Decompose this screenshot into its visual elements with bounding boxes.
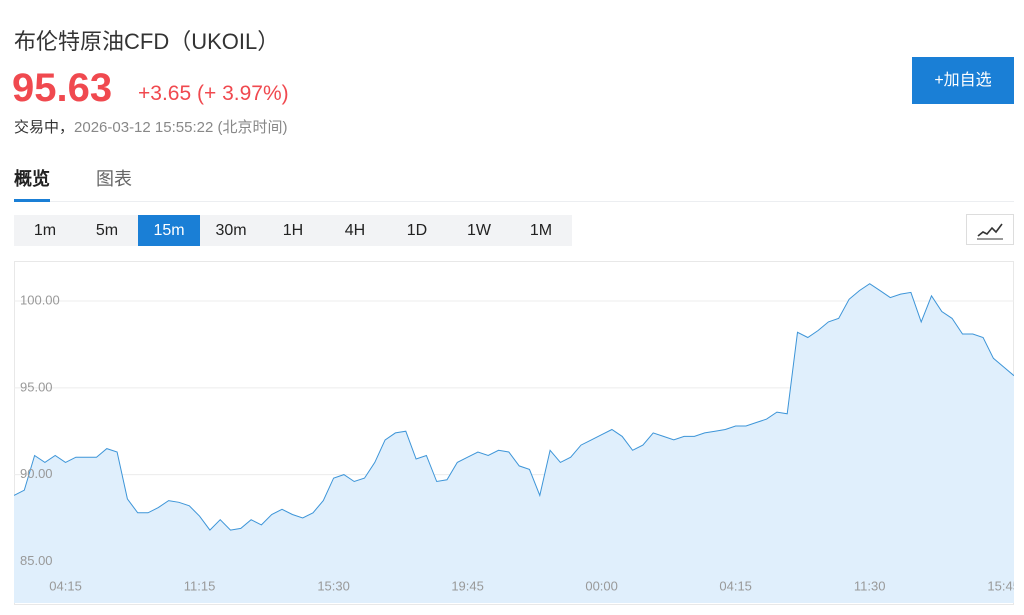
change-pct: (+ 3.97%)	[196, 82, 289, 105]
y-tick-label: 85.00	[20, 553, 53, 568]
x-tick-label: 00:00	[585, 578, 618, 593]
chart-type-button[interactable]	[966, 214, 1014, 245]
plot-area: 85.00 90.00 95.00 100.00 04:15 11:15 15:30 19:4…	[14, 283, 1020, 603]
status: 交易中，	[14, 119, 75, 136]
status-line: 交易中，2026-03-12 15:55:22 (北京时间)	[14, 116, 287, 137]
interval-button[interactable]: 5m	[95, 222, 119, 239]
tab[interactable]: 图表	[96, 169, 132, 189]
y-tick-label: 90.00	[20, 466, 53, 481]
tabs: 概览 图表	[14, 165, 1014, 202]
line	[14, 283, 1014, 531]
price-change: +3.65 (+ 3.97%)	[138, 82, 289, 106]
interval-button[interactable]: 30m	[215, 222, 247, 239]
instrument-title: 布伦特原油CFD（UKOIL）	[14, 29, 280, 54]
x-tick-label: 04:15	[719, 578, 752, 593]
y-tick-label: 100.00	[20, 292, 60, 307]
change: +3.65	[138, 82, 192, 105]
interval-bar: 1m 5m 15m 30m 1H 4H 1D 1W 1M	[14, 215, 572, 246]
interval-button[interactable]: 15m	[138, 215, 200, 246]
x-tick-label: 15:30	[317, 578, 350, 593]
add-watchlist-button[interactable]: +加自选	[912, 57, 1014, 104]
area	[14, 283, 1014, 603]
timestamp: 2026-03-12 15:55:22 (北京时间)	[74, 119, 288, 136]
plot-frame	[14, 261, 1014, 605]
x-tick-label: 11:30	[854, 578, 886, 593]
tab[interactable]: 概览	[14, 165, 50, 202]
x-tick-label: 04:15	[49, 578, 82, 593]
x-tick-label: 15:45	[987, 578, 1020, 593]
interval-button[interactable]: 1D	[406, 222, 428, 239]
y-tick-label: 95.00	[20, 379, 53, 394]
interval-button[interactable]: 1M	[529, 222, 553, 239]
interval-button[interactable]: 4H	[344, 222, 366, 239]
price: 95.63	[12, 66, 113, 110]
interval-button[interactable]: 1W	[467, 222, 491, 239]
chart-type-icon	[977, 223, 1003, 240]
x-tick-label: 11:15	[184, 578, 216, 593]
x-tick-label: 19:45	[451, 578, 484, 593]
interval-button[interactable]: 1H	[282, 222, 304, 239]
interval-button[interactable]: 1m	[33, 222, 57, 239]
